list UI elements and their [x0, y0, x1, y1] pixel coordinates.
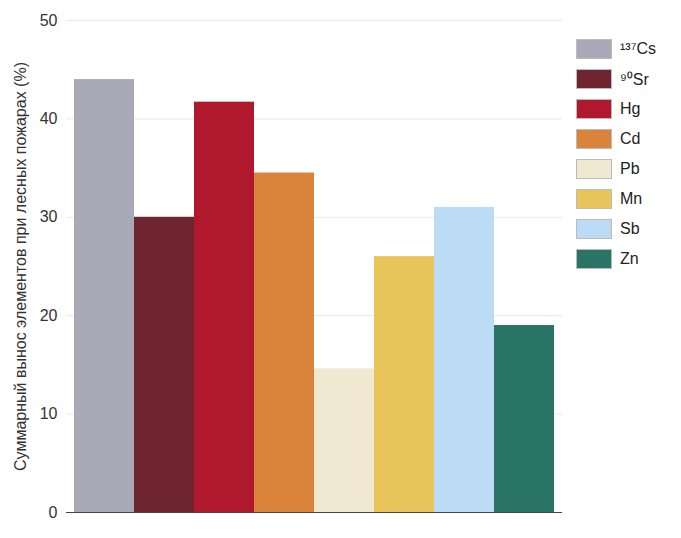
- html-text:Pb: Pb: [620, 160, 640, 177]
- html-text:¹³⁷Cs: ¹³⁷Cs: [620, 40, 656, 57]
- svg-text:10: 10: [40, 405, 58, 422]
- html-text:Hg: Hg: [620, 100, 641, 117]
- html-text:Mn: Mn: [620, 190, 643, 207]
- svg-text:40: 40: [40, 110, 58, 127]
- svg-text:20: 20: [40, 307, 58, 324]
- svg-text:Суммарный вынос элементов при: Суммарный вынос элементов при лесных пож…: [12, 62, 29, 471]
- svg-text:0: 0: [49, 504, 58, 521]
- html-text:Sb: Sb: [620, 220, 640, 237]
- html-text:Cd: Cd: [620, 130, 641, 147]
- svg-text:50: 50: [40, 12, 58, 29]
- html-text:⁹⁰Sr: ⁹⁰Sr: [620, 71, 649, 88]
- svg-text:30: 30: [40, 208, 58, 225]
- html-text:Zn: Zn: [620, 250, 639, 267]
